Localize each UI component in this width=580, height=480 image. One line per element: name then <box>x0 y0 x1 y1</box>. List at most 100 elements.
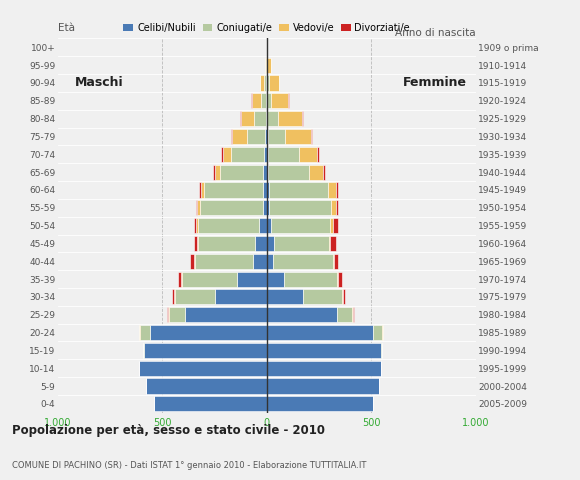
Bar <box>263 165 267 180</box>
Bar <box>186 307 267 323</box>
Bar <box>328 182 336 198</box>
Bar <box>194 218 196 233</box>
Bar <box>322 165 325 180</box>
Bar <box>267 236 274 251</box>
Bar <box>269 200 331 216</box>
Bar <box>336 182 338 198</box>
Bar <box>194 236 197 251</box>
Bar <box>181 272 182 287</box>
Bar <box>172 289 174 304</box>
Bar <box>178 272 181 287</box>
Bar <box>269 165 309 180</box>
Text: Maschi: Maschi <box>75 76 124 89</box>
Bar <box>267 200 269 216</box>
Bar <box>271 93 288 108</box>
Bar <box>278 111 302 126</box>
Bar <box>263 200 267 216</box>
Bar <box>263 182 267 198</box>
Bar <box>267 129 268 144</box>
Bar <box>201 182 204 198</box>
Bar <box>190 253 194 269</box>
Bar <box>143 343 144 358</box>
Bar <box>271 218 331 233</box>
Bar <box>269 182 328 198</box>
Bar <box>197 236 198 251</box>
Bar <box>168 307 169 323</box>
Bar <box>198 218 259 233</box>
Bar <box>146 378 267 394</box>
Bar <box>259 218 267 233</box>
Bar <box>303 289 342 304</box>
Bar <box>337 272 338 287</box>
Bar <box>338 272 342 287</box>
Legend: Celibi/Nubili, Coniugati/e, Vedovi/e, Divorziati/e: Celibi/Nubili, Coniugati/e, Vedovi/e, Di… <box>119 19 414 36</box>
Bar <box>261 93 266 108</box>
Bar <box>255 236 267 251</box>
Bar <box>267 93 271 108</box>
Bar <box>267 58 271 73</box>
Bar <box>212 165 215 180</box>
Bar <box>220 165 263 180</box>
Bar <box>267 325 374 340</box>
Bar <box>196 200 197 216</box>
Bar <box>269 75 279 91</box>
Text: Popolazione per età, sesso e stato civile - 2010: Popolazione per età, sesso e stato civil… <box>12 424 325 437</box>
Bar <box>329 236 331 251</box>
Bar <box>196 218 198 233</box>
Bar <box>182 272 237 287</box>
Bar <box>252 93 261 108</box>
Bar <box>215 289 267 304</box>
Bar <box>200 200 263 216</box>
Bar <box>195 253 253 269</box>
Bar <box>241 111 254 126</box>
Bar <box>267 360 380 376</box>
Bar <box>144 343 267 358</box>
Bar <box>353 307 354 323</box>
Bar <box>382 325 383 340</box>
Bar <box>267 218 271 233</box>
Bar <box>267 111 278 126</box>
Bar <box>264 147 267 162</box>
Bar <box>200 182 201 198</box>
Bar <box>331 218 333 233</box>
Bar <box>273 253 332 269</box>
Bar <box>266 111 267 126</box>
Bar <box>267 396 374 411</box>
Bar <box>140 325 150 340</box>
Bar <box>267 307 337 323</box>
Bar <box>337 307 353 323</box>
Bar <box>265 58 266 73</box>
Bar <box>309 165 322 180</box>
Bar <box>166 307 168 323</box>
Bar <box>150 325 267 340</box>
Bar <box>299 147 317 162</box>
Bar <box>267 147 268 162</box>
Bar <box>198 236 255 251</box>
Bar <box>334 253 338 269</box>
Bar <box>380 343 382 358</box>
Bar <box>332 253 334 269</box>
Bar <box>343 289 345 304</box>
Bar <box>221 147 223 162</box>
Bar <box>374 325 382 340</box>
Bar <box>267 378 379 394</box>
Bar <box>267 289 303 304</box>
Bar <box>302 111 303 126</box>
Bar <box>267 253 273 269</box>
Bar <box>248 129 265 144</box>
Bar <box>169 307 186 323</box>
Bar <box>342 289 343 304</box>
Bar <box>331 200 336 216</box>
Bar <box>175 289 215 304</box>
Bar <box>333 218 338 233</box>
Bar <box>232 129 248 144</box>
Bar <box>264 75 266 91</box>
Bar <box>197 200 200 216</box>
Bar <box>267 182 269 198</box>
Bar <box>267 343 380 358</box>
Bar <box>139 360 267 376</box>
Text: COMUNE DI PACHINO (SR) - Dati ISTAT 1° gennaio 2010 - Elaborazione TUTTITALIA.IT: COMUNE DI PACHINO (SR) - Dati ISTAT 1° g… <box>12 461 366 470</box>
Bar <box>274 236 329 251</box>
Bar <box>317 147 319 162</box>
Bar <box>154 396 267 411</box>
